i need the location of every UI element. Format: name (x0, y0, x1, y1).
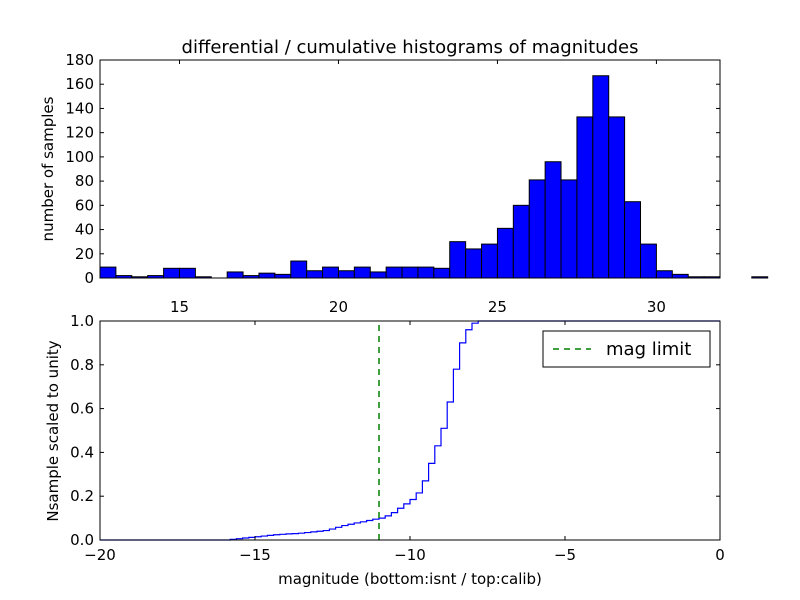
cumulative-axes-frame (99, 320, 721, 541)
cumulative-y-tick-label: 1.0 (70, 312, 94, 330)
histogram-bar (640, 243, 657, 279)
cumulative-series (100, 320, 720, 541)
histogram-bar (385, 266, 403, 279)
histogram-y-tick-label: 80 (75, 172, 94, 190)
histogram-bar (624, 201, 642, 279)
histogram-x-tick-label: 20 (329, 298, 348, 316)
histogram-bar (512, 204, 530, 279)
histogram-x-tick-label: 25 (488, 298, 507, 316)
histogram-bar (322, 266, 339, 279)
histogram-bar (751, 276, 769, 279)
histogram-title: differential / cumulative histograms of … (182, 37, 639, 58)
histogram-bar (306, 270, 324, 279)
histogram-bars (99, 75, 769, 279)
histogram-bar (560, 179, 578, 279)
cumulative-y-tick-label: 0.6 (70, 400, 94, 418)
histogram-bar (544, 161, 562, 279)
cumulative-y-tick-label: 0.4 (70, 443, 94, 461)
histogram-y-tick-label: 180 (65, 51, 94, 69)
histogram-bar (99, 266, 117, 279)
histogram-ticks: 15 20 25 30 0 20 40 60 80 100 120 140 160 180 (65, 51, 720, 316)
histogram-bar (369, 271, 387, 279)
histogram-x-tick-label: 15 (170, 298, 189, 316)
histogram-bar (163, 267, 180, 279)
cumulative-y-tick-label: 0.2 (70, 487, 94, 505)
histogram-bar (274, 273, 292, 279)
histogram-y-tick-label: 20 (75, 245, 94, 263)
histogram-bar (671, 273, 689, 279)
cumulative-chart: −20 −15 −10 −5 0 0.0 0.2 0.4 0.6 0.8 1.0 magnitude… (44, 312, 725, 588)
histogram-axes-frame (99, 59, 721, 279)
histogram-y-tick-label: 100 (65, 148, 94, 166)
histogram-bar (433, 267, 451, 279)
legend-mag-limit-label: mag limit (606, 339, 691, 360)
cumulative-ticks: −20 −15 −10 −5 0 0.0 0.2 0.4 0.6 0.8 1.0 (70, 312, 725, 564)
histogram-bar (290, 260, 308, 279)
cumulative-y-tick-label: 0.0 (70, 531, 94, 549)
cumulative-y-axis-label: Nsample scaled to unity (44, 340, 62, 521)
histogram-bar (353, 266, 371, 279)
histogram-bar (178, 267, 196, 279)
histogram-y-tick-label: 120 (65, 124, 94, 142)
histogram-y-tick-label: 60 (75, 196, 94, 214)
histogram-chart: differential / cumulative histograms of … (39, 37, 769, 316)
histogram-bar (258, 272, 276, 279)
histogram-bar (592, 75, 610, 279)
cumulative-y-tick-label: 0.8 (70, 356, 94, 374)
histogram-bar (655, 270, 673, 279)
histogram-y-tick-label: 140 (65, 99, 94, 117)
legend-box (542, 330, 711, 368)
histogram-bar (528, 179, 546, 279)
cumulative-x-tick-label: −5 (554, 546, 576, 564)
cumulative-x-tick-label: −10 (394, 546, 426, 564)
histogram-bar (481, 243, 498, 279)
histogram-y-tick-label: 160 (65, 75, 94, 93)
histogram-bar (576, 116, 594, 279)
histogram-x-tick-label: 30 (647, 298, 666, 316)
cumulative-step-line (100, 320, 720, 541)
histogram-bar (465, 248, 483, 279)
histogram-bar (337, 270, 355, 279)
histogram-bar (226, 271, 244, 279)
histogram-bar (496, 227, 514, 279)
cumulative-x-tick-label: 0 (715, 546, 725, 564)
histogram-y-tick-label: 0 (84, 269, 94, 287)
histogram-bar (608, 116, 626, 279)
cumulative-x-axis-label: magnitude (bottom:isnt / top:calib) (278, 570, 542, 588)
histogram-y-axis-label: number of samples (39, 96, 57, 241)
histogram-bar (417, 266, 435, 279)
histogram-bar (449, 241, 467, 279)
histogram-bar (401, 266, 419, 279)
legend: mag limit (542, 330, 711, 368)
histogram-y-tick-label: 40 (75, 221, 94, 239)
cumulative-x-tick-label: −15 (239, 546, 271, 564)
cumulative-x-tick-label: −20 (84, 546, 116, 564)
